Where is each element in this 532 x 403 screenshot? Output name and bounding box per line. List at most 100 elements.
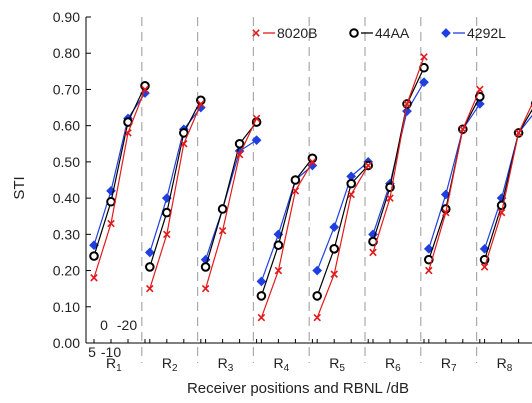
y-tick-label: 0.50: [53, 154, 80, 170]
data-point-x-marker: [459, 125, 467, 134]
data-point-diamond-marker: [423, 243, 434, 254]
marker-stroke: [369, 248, 377, 257]
x-category-label: R1: [106, 355, 122, 374]
data-point-x-marker: [514, 129, 523, 137]
marker-stroke: [347, 190, 355, 199]
data-point-diamond-marker: [441, 28, 451, 38]
x-category-subscript: 5: [339, 363, 345, 374]
marker-stroke: [420, 53, 428, 61]
y-tick-label: 0.30: [53, 226, 80, 242]
marker-stroke: [201, 284, 210, 293]
x-category-main: R: [329, 355, 339, 371]
x-category-subscript: 1: [116, 363, 122, 374]
data-point-circle-marker: [89, 251, 99, 261]
x-category-main: R: [385, 355, 395, 371]
series-line-segment: [260, 165, 313, 282]
y-tick-label: 0.70: [53, 81, 80, 97]
x-category-subscript: 2: [172, 363, 178, 374]
marker-stroke: [313, 313, 321, 322]
data-point-circle-marker: [312, 291, 323, 301]
rbnl-level-label: 0: [100, 317, 108, 333]
series-line-segment: [484, 114, 532, 250]
series-circle: [89, 62, 532, 301]
data-point-x-marker: [107, 219, 115, 228]
data-point-diamond-marker: [479, 243, 490, 254]
x-category-main: R: [273, 355, 283, 371]
series-line-segment: [149, 107, 202, 253]
legend-label: 8020B: [277, 25, 317, 41]
y-ticks: 0.00 0.10 0.20 0.30 0.40 0.50 0.60 0.70 0.80 0.90: [53, 9, 520, 351]
data-point-x-marker: [476, 85, 484, 94]
data-point-x-marker: [274, 266, 283, 275]
marker-stroke: [141, 85, 149, 94]
data-point-circle-marker: [256, 291, 267, 301]
series-layer: [89, 53, 532, 322]
series-line-segment: [260, 161, 313, 318]
rbnl-level-label: -20: [117, 317, 137, 333]
rbnl-level-label: -10: [101, 344, 121, 360]
y-tick-label: 0.20: [53, 263, 80, 279]
x-category-main: R: [441, 355, 451, 371]
legend: 8020B 44AA 4292L: [252, 25, 506, 41]
series-diamond: [89, 77, 532, 287]
data-point-diamond-marker: [251, 135, 262, 146]
data-point-x-marker: [163, 230, 171, 239]
marker-stroke: [146, 284, 154, 293]
marker-stroke: [252, 114, 261, 123]
marker-stroke: [476, 85, 484, 94]
marker-stroke: [235, 150, 244, 159]
x-category-main: R: [218, 355, 228, 371]
data-point-x-marker: [442, 208, 450, 217]
data-point-x-marker: [386, 194, 394, 202]
x-category-label: R7: [441, 355, 457, 374]
x-axis-label: Receiver positions and RBNL /dB: [187, 380, 409, 397]
data-point-x-marker: [124, 129, 132, 137]
data-point-x-marker: [425, 266, 433, 275]
data-point-x-marker: [180, 140, 188, 148]
series-line-segment: [205, 121, 258, 268]
data-point-circle-marker: [346, 178, 357, 189]
rbnl-level-label: 5: [88, 344, 96, 360]
series-line-segment: [93, 89, 146, 278]
x-categories: R1 R2 R3 R4 R5 R6 R7 R8: [106, 355, 513, 374]
x-category-label: R5: [329, 355, 345, 374]
data-point-diamond-marker: [312, 265, 323, 276]
marker-stroke: [497, 208, 506, 217]
axes: [85, 17, 532, 344]
series-line-segment: [205, 118, 258, 289]
x-category-label: R3: [218, 355, 234, 374]
y-tick-label: 0.00: [53, 335, 80, 351]
series-line-segment: [93, 92, 146, 246]
data-point-diamond-marker: [89, 240, 99, 251]
series-line-segment: [316, 165, 369, 297]
data-point-diamond-marker: [329, 222, 340, 233]
data-point-x-marker: [201, 284, 210, 293]
data-point-x-marker: [252, 114, 261, 123]
x-category-main: R: [162, 355, 172, 371]
series-line-segment: [149, 100, 202, 268]
marker-stroke: [386, 194, 394, 202]
x-category-label: R6: [385, 355, 401, 374]
data-point-diamond-marker: [144, 247, 155, 258]
x-category-subscript: 7: [451, 363, 457, 374]
data-point-circle-marker: [145, 262, 155, 272]
data-point-circle-marker: [162, 207, 172, 218]
y-tick-label: 0.40: [53, 190, 80, 206]
series-line-segment: [149, 103, 202, 289]
series-line-segment: [205, 139, 257, 260]
marker-stroke: [124, 129, 132, 137]
group-dividers: [141, 17, 478, 363]
marker-stroke: [90, 274, 98, 282]
data-point-circle-marker: [217, 204, 228, 214]
y-tick-label: 0.60: [53, 118, 80, 134]
series-line-segment: [428, 96, 481, 260]
data-point-x-marker: [218, 226, 227, 235]
marker-stroke: [480, 263, 489, 271]
x-category-label: R8: [497, 355, 513, 374]
data-point-diamond-marker: [256, 276, 267, 287]
marker-stroke: [308, 158, 317, 166]
data-point-x-marker: [90, 274, 98, 282]
x-category-label: R2: [162, 355, 178, 374]
data-point-circle-marker: [200, 262, 211, 272]
series-line-segment: [484, 108, 532, 260]
